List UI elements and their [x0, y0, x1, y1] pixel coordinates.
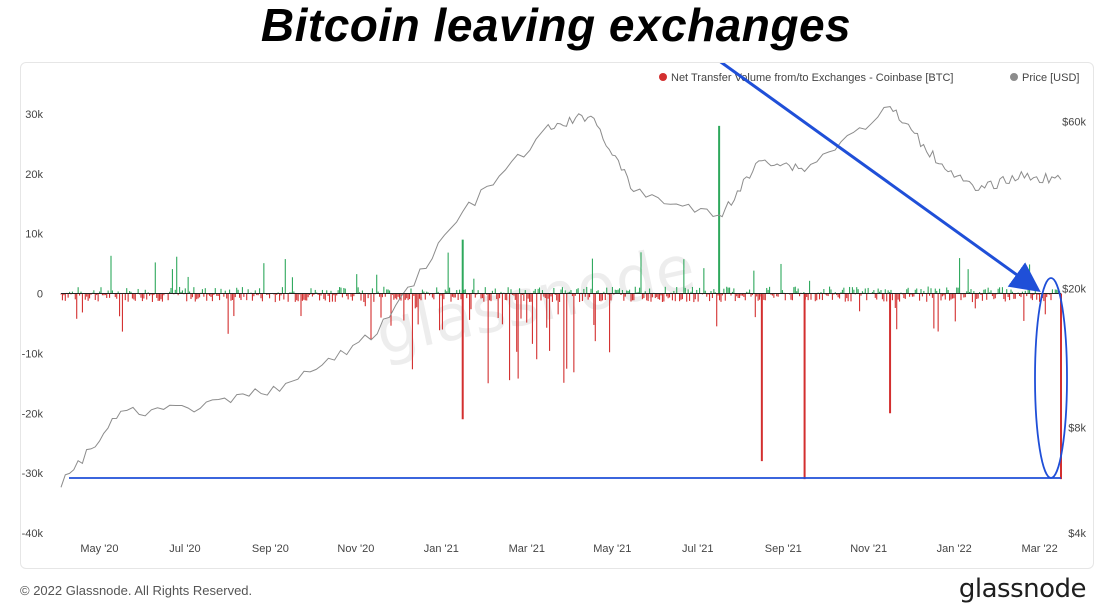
- annotation-ellipse: [1034, 277, 1068, 479]
- x-tick-label: Jul '20: [169, 543, 200, 555]
- annotations: [69, 63, 1068, 479]
- price-line: [60, 106, 1062, 488]
- y-left-tick-label: -10k: [22, 348, 44, 360]
- legend-marker-net-transfer: [659, 73, 667, 81]
- annotation-arrow: [719, 63, 1041, 293]
- x-tick-label: Jul '21: [682, 543, 713, 555]
- y-right-tick-label: $20k: [1062, 284, 1086, 296]
- footer-copyright: © 2022 Glassnode. All Rights Reserved.: [20, 583, 253, 598]
- chart-svg: glassnode 30k 20k 10k 0 -10k -20k -30k -40k $60…: [22, 63, 1086, 555]
- x-tick-label: Nov '20: [337, 543, 374, 555]
- y-left-tick-label: -40k: [22, 528, 44, 540]
- x-tick-label: Jan '21: [424, 543, 459, 555]
- x-tick-label: Mar '21: [509, 543, 545, 555]
- y-left-tick-label: -20k: [22, 408, 44, 420]
- x-tick-label: May '21: [593, 543, 631, 555]
- legend-marker-price: [1010, 73, 1018, 81]
- y-axis-right: $60k $20k $8k $4k: [1062, 117, 1086, 540]
- legend-label-price: Price [USD]: [1022, 72, 1079, 84]
- headline: Bitcoin leaving exchanges: [260, 0, 852, 51]
- price-layer: [60, 106, 1062, 488]
- x-tick-label: Mar '22: [1021, 543, 1057, 555]
- x-tick-label: Jan '22: [937, 543, 972, 555]
- glassnode-logo: glassnode: [958, 574, 1087, 604]
- watermark: glassnode: [369, 231, 701, 371]
- y-left-tick-label: 20k: [25, 169, 43, 181]
- y-axis-left: 30k 20k 10k 0 -10k -20k -30k -40k: [22, 109, 44, 540]
- x-tick-label: May '20: [80, 543, 118, 555]
- y-right-tick-label: $4k: [1068, 528, 1086, 540]
- y-right-tick-label: $8k: [1068, 423, 1086, 435]
- chart-frame: glassnode 30k 20k 10k 0 -10k -20k -30k -40k $60…: [20, 62, 1094, 569]
- x-axis: May '20 Jul '20 Sep '20 Nov '20 Jan '21 Mar '…: [80, 543, 1057, 555]
- legend: Net Transfer Volume from/to Exchanges - …: [659, 72, 1079, 84]
- legend-label-net-transfer: Net Transfer Volume from/to Exchanges - …: [671, 72, 953, 84]
- y-left-tick-label: 30k: [25, 109, 43, 121]
- x-tick-label: Sep '20: [252, 543, 289, 555]
- x-tick-label: Sep '21: [765, 543, 802, 555]
- y-right-tick-label: $60k: [1062, 117, 1086, 129]
- y-left-tick-label: -30k: [22, 468, 44, 480]
- x-tick-label: Nov '21: [850, 543, 887, 555]
- y-left-tick-label: 0: [37, 289, 43, 301]
- y-left-tick-label: 10k: [25, 229, 43, 241]
